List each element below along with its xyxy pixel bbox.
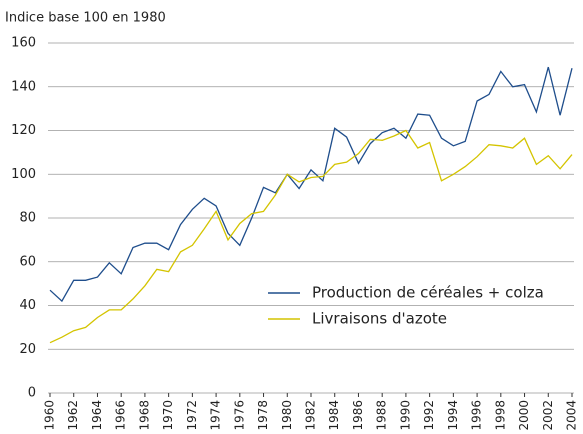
x-tick-label: 1994 bbox=[446, 400, 460, 431]
series-line bbox=[49, 66, 573, 303]
x-tick-label: 1976 bbox=[232, 400, 246, 431]
x-tick-label: 1992 bbox=[422, 400, 436, 431]
y-tick-label: 160 bbox=[11, 36, 36, 51]
x-tick-label: 1984 bbox=[327, 400, 341, 431]
x-tick-label: 1996 bbox=[470, 400, 484, 431]
y-tick-label: 40 bbox=[19, 298, 36, 313]
y-tick-label: 120 bbox=[11, 123, 36, 138]
x-tick-label: 1962 bbox=[66, 400, 80, 431]
y-tick-label: 100 bbox=[11, 167, 36, 182]
x-tick-label: 1982 bbox=[304, 400, 318, 431]
y-tick-label: 80 bbox=[19, 211, 36, 226]
legend-label: Livraisons d'azote bbox=[312, 310, 447, 328]
x-tick-label: 1990 bbox=[398, 400, 412, 431]
y-tick-label: 60 bbox=[19, 254, 36, 269]
x-tick-label: 1998 bbox=[493, 400, 507, 431]
x-tick-label: 1972 bbox=[185, 400, 199, 431]
x-tick-label: 1966 bbox=[114, 400, 128, 431]
x-tick-label: 1968 bbox=[137, 400, 151, 431]
x-tick-label: 1980 bbox=[280, 400, 294, 431]
x-tick-label: 2002 bbox=[541, 400, 555, 431]
x-tick-label: 1986 bbox=[351, 400, 365, 431]
y-tick-label: 20 bbox=[19, 342, 36, 357]
x-tick-label: 1988 bbox=[375, 400, 389, 431]
x-tick-label: 1964 bbox=[90, 400, 104, 431]
y-axis-label: Indice base 100 en 1980 bbox=[5, 11, 166, 26]
y-tick-label: 0 bbox=[28, 386, 36, 401]
x-tick-label: 2004 bbox=[565, 400, 579, 431]
x-tick-label: 1974 bbox=[209, 400, 223, 431]
x-tick-label: 1970 bbox=[161, 400, 175, 431]
x-tick-label: 1978 bbox=[256, 400, 270, 431]
x-tick-label: 1960 bbox=[43, 400, 57, 431]
x-tick-label: 2000 bbox=[517, 400, 531, 431]
legend-label: Production de céréales + colza bbox=[312, 284, 544, 302]
series-line bbox=[49, 129, 573, 344]
y-tick-label: 140 bbox=[11, 79, 36, 94]
